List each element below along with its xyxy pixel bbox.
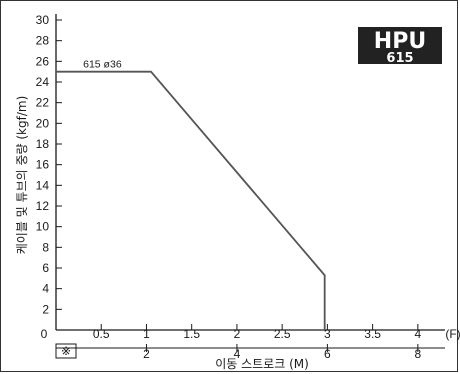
y-tick-label: 22 bbox=[36, 96, 50, 110]
y-tick-label: 6 bbox=[42, 261, 49, 275]
y-axis-title: 케이블 및 튜브의 중량 (kgf/m) bbox=[15, 96, 29, 255]
badge-subtitle: 615 bbox=[386, 51, 413, 66]
series-line-615 bbox=[56, 70, 326, 330]
secondary-m-axis: 2 4 6 8 bbox=[56, 344, 445, 361]
x-ticks: 0.5 1 1.5 2 2.5 3 3.5 4 bbox=[93, 324, 422, 341]
x-unit-label: (F) bbox=[445, 327, 460, 341]
x-tick-label: 1 bbox=[143, 327, 150, 341]
y-tick-label: 12 bbox=[36, 199, 50, 213]
x-tick-label: 4 bbox=[415, 327, 422, 341]
m-tick-label: 2 bbox=[143, 347, 150, 361]
x-axis-title: 이동 스트로크 (M) bbox=[215, 357, 309, 371]
y-tick-label: 26 bbox=[36, 54, 50, 68]
m-tick-label: 4 bbox=[234, 347, 241, 361]
badge-title: HPU bbox=[374, 29, 426, 54]
y-tick-label: 10 bbox=[36, 220, 50, 234]
y-tick-label: 2 bbox=[42, 302, 49, 316]
badge-background bbox=[358, 27, 442, 64]
y-tick-label: 4 bbox=[42, 282, 49, 296]
x-tick-label: 3 bbox=[324, 327, 331, 341]
note-box: ※ bbox=[55, 343, 77, 359]
y-tick-label: 14 bbox=[36, 178, 50, 192]
hpu-badge: HPU 615 bbox=[358, 27, 442, 66]
y-tick-label: 16 bbox=[36, 158, 50, 172]
x-tick-label: 0.5 bbox=[93, 327, 110, 341]
y-tick-label: 30 bbox=[36, 13, 50, 27]
origin-label: 0 bbox=[41, 327, 48, 341]
y-tick-label: 24 bbox=[36, 75, 50, 89]
y-tick-label: 18 bbox=[36, 137, 50, 151]
series-label: 615 ø36 bbox=[83, 59, 122, 71]
m-tick-label: 8 bbox=[415, 347, 422, 361]
note-symbol: ※ bbox=[61, 344, 71, 358]
x-tick-label: 3.5 bbox=[364, 327, 381, 341]
y-tick-label: 20 bbox=[36, 116, 50, 130]
x-tick-label: 2.5 bbox=[274, 327, 291, 341]
x-tick-label: 1.5 bbox=[183, 327, 200, 341]
note-box-frame bbox=[55, 343, 77, 359]
x-tick-label: 2 bbox=[234, 327, 241, 341]
y-tick-label: 8 bbox=[42, 240, 49, 254]
y-tick-label: 28 bbox=[36, 34, 50, 48]
m-tick-label: 6 bbox=[324, 347, 331, 361]
